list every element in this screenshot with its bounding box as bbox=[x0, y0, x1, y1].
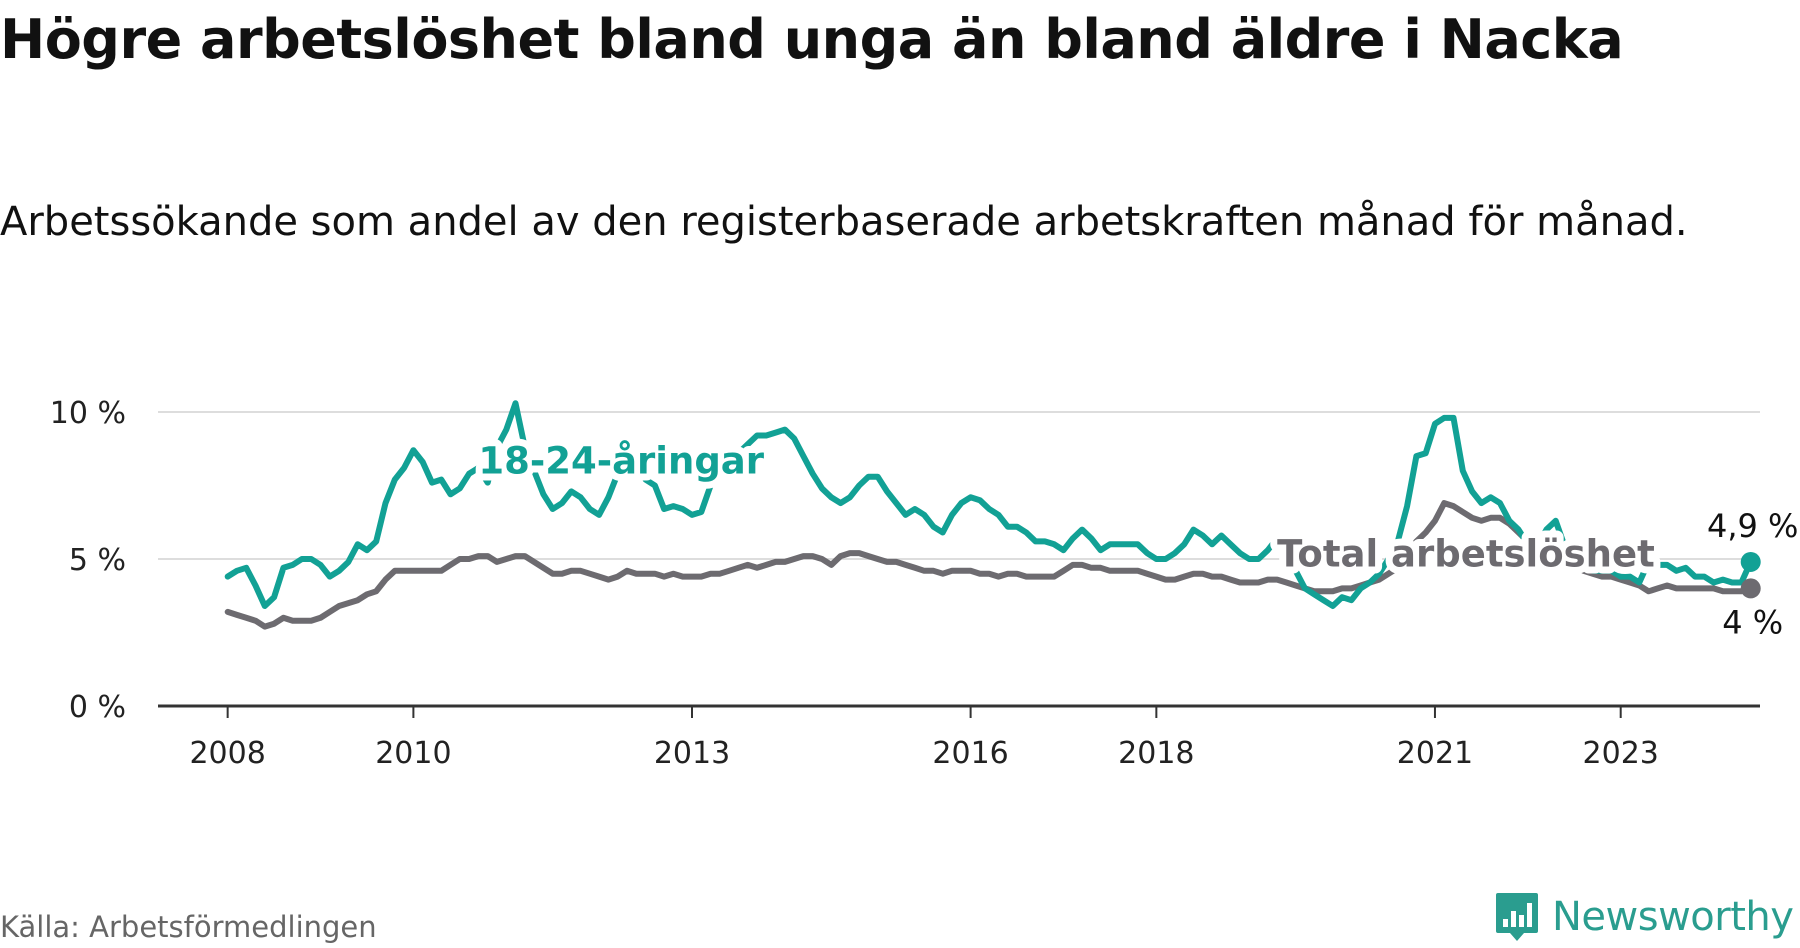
series-label-total: Total arbetslöshet bbox=[1277, 532, 1655, 575]
end-label-total: 4 % bbox=[1722, 603, 1783, 641]
y-tick-label-5: 5 % bbox=[69, 543, 126, 578]
y-tick-label-0: 0 % bbox=[69, 690, 126, 725]
chart-subtitle: Arbetssökande som andel av den registerb… bbox=[0, 199, 1688, 245]
series-label-youth: 18-24-åringar bbox=[478, 440, 764, 483]
source-note: Källa: Arbetsförmedlingen bbox=[0, 910, 377, 944]
end-point-total bbox=[1740, 578, 1761, 599]
x-tick-label-2008: 2008 bbox=[189, 736, 265, 771]
x-tick-label-2021: 2021 bbox=[1397, 736, 1473, 771]
series-line-total bbox=[224, 500, 1754, 630]
brand-logo: Newsworthy bbox=[1494, 886, 1794, 948]
gridlines bbox=[158, 411, 1760, 560]
line-chart: 0 %5 %10 % 2008 2010 2013 2016 2018 2021 2023 … bbox=[50, 396, 1800, 771]
series-line-youth bbox=[224, 400, 1754, 609]
newsworthy-logo-icon bbox=[1496, 893, 1538, 941]
end-label-youth: 4,9 % bbox=[1707, 507, 1798, 545]
end-point-youth bbox=[1740, 551, 1761, 572]
y-axis-tick-labels: 0 % 5 % 10 % bbox=[50, 396, 126, 725]
x-tick-label-2010: 2010 bbox=[375, 736, 451, 771]
brand-name: Newsworthy bbox=[1552, 894, 1794, 940]
series-lines bbox=[224, 400, 1754, 630]
series-labels: 18-24-åringar Total arbetslöshet 4,9 % 4 % bbox=[471, 433, 1800, 647]
y-tick-label-10: 10 % bbox=[50, 396, 126, 431]
chart-title: Högre arbetslöshet bland unga än bland ä… bbox=[0, 8, 1624, 71]
x-tick-label-2023: 2023 bbox=[1583, 736, 1659, 771]
x-tick-label-2013: 2013 bbox=[654, 736, 730, 771]
x-tick-label-2018: 2018 bbox=[1118, 736, 1194, 771]
x-tick-label-2016: 2016 bbox=[932, 736, 1008, 771]
x-axis: 2008 2010 2013 2016 2018 2021 2023 bbox=[158, 704, 1760, 771]
